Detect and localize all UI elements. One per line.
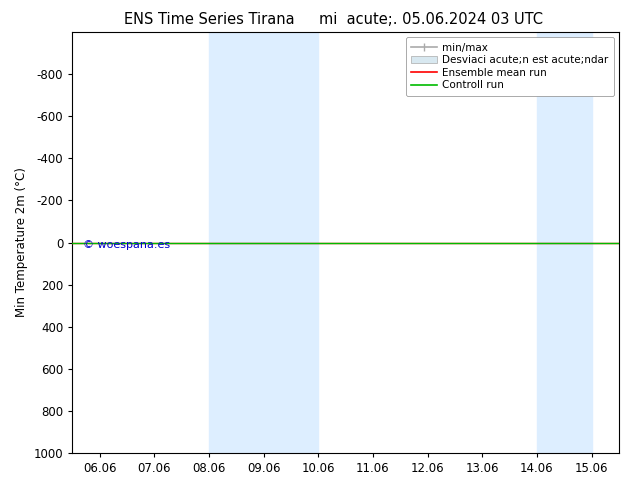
Bar [537,32,592,453]
Text: ENS Time Series Tirana: ENS Time Series Tirana [124,12,295,27]
Bar [264,32,318,453]
Legend: min/max, Desviaci acute;n est acute;ndar, Ensemble mean run, Controll run: min/max, Desviaci acute;n est acute;ndar… [406,37,614,96]
Bar [209,32,264,453]
Text: mi  acute;. 05.06.2024 03 UTC: mi acute;. 05.06.2024 03 UTC [319,12,543,27]
Text: © woespana.es: © woespana.es [83,241,171,250]
Y-axis label: Min Temperature 2m (°C): Min Temperature 2m (°C) [15,168,28,318]
